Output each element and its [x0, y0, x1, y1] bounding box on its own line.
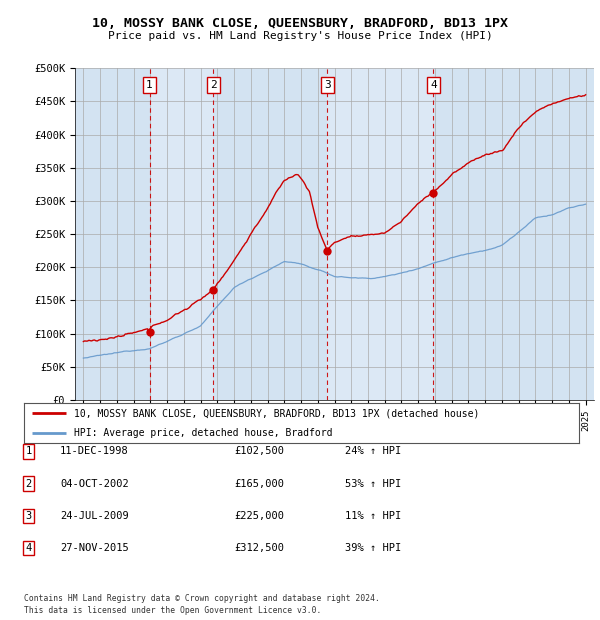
Text: 10, MOSSY BANK CLOSE, QUEENSBURY, BRADFORD, BD13 1PX (detached house): 10, MOSSY BANK CLOSE, QUEENSBURY, BRADFO…	[74, 408, 479, 418]
Bar	[75, 68, 149, 400]
Text: £102,500: £102,500	[234, 446, 284, 456]
Text: £312,500: £312,500	[234, 543, 284, 553]
Text: 11-DEC-1998: 11-DEC-1998	[60, 446, 129, 456]
Text: 39% ↑ HPI: 39% ↑ HPI	[345, 543, 401, 553]
Text: Contains HM Land Registry data © Crown copyright and database right 2024.: Contains HM Land Registry data © Crown c…	[24, 593, 380, 603]
Text: 11% ↑ HPI: 11% ↑ HPI	[345, 511, 401, 521]
Text: 04-OCT-2002: 04-OCT-2002	[60, 479, 129, 489]
Text: 10, MOSSY BANK CLOSE, QUEENSBURY, BRADFORD, BD13 1PX: 10, MOSSY BANK CLOSE, QUEENSBURY, BRADFO…	[92, 17, 508, 30]
Text: HPI: Average price, detached house, Bradford: HPI: Average price, detached house, Brad…	[74, 428, 332, 438]
Text: 3: 3	[324, 80, 331, 90]
Text: Price paid vs. HM Land Registry's House Price Index (HPI): Price paid vs. HM Land Registry's House …	[107, 31, 493, 41]
Text: 27-NOV-2015: 27-NOV-2015	[60, 543, 129, 553]
Text: 4: 4	[430, 80, 437, 90]
Text: 24% ↑ HPI: 24% ↑ HPI	[345, 446, 401, 456]
Text: This data is licensed under the Open Government Licence v3.0.: This data is licensed under the Open Gov…	[24, 606, 322, 615]
Text: 24-JUL-2009: 24-JUL-2009	[60, 511, 129, 521]
Text: £165,000: £165,000	[234, 479, 284, 489]
Text: £225,000: £225,000	[234, 511, 284, 521]
Bar	[433, 68, 594, 400]
Text: 53% ↑ HPI: 53% ↑ HPI	[345, 479, 401, 489]
Text: 3: 3	[26, 511, 32, 521]
Text: 2: 2	[26, 479, 32, 489]
Text: 1: 1	[146, 80, 153, 90]
Text: 4: 4	[26, 543, 32, 553]
Text: 1: 1	[26, 446, 32, 456]
Text: 2: 2	[210, 80, 217, 90]
Bar	[213, 68, 327, 400]
